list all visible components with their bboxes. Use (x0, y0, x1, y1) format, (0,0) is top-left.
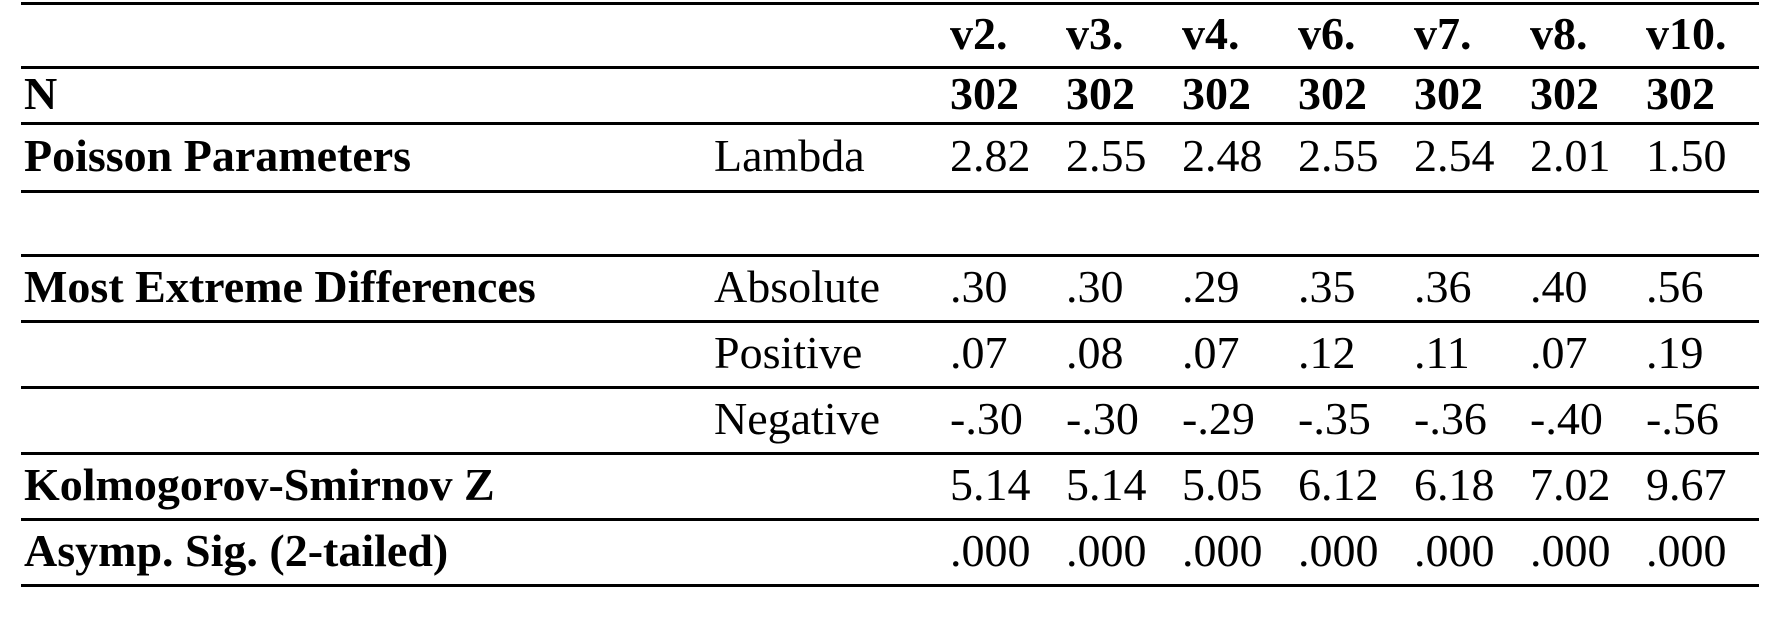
cell-value: 302 (1530, 68, 1599, 120)
row-label: Poisson Parameters (24, 130, 412, 182)
row-sublabel: Positive (714, 327, 863, 379)
cell-value: 6.12 (1298, 459, 1379, 511)
cell-value: -.29 (1182, 393, 1255, 445)
row-sublabel (711, 68, 947, 124)
row-sublabel: Lambda (714, 130, 865, 182)
table-row: Positive .07 .08 .07 .12 .11 .07 .19 (21, 322, 1759, 388)
table-row: Poisson Parameters Lambda 2.82 2.55 2.48 2.55… (21, 124, 1759, 192)
cell-value: 302 (1066, 68, 1135, 120)
cell-value: -.30 (950, 393, 1023, 445)
cell-value: 302 (1646, 68, 1715, 120)
cell-value: .000 (950, 525, 1031, 577)
cell-value (1295, 192, 1411, 256)
row-sublabel: Absolute (714, 261, 881, 313)
cell-value: 2.54 (1414, 130, 1495, 182)
cell-value: .29 (1182, 261, 1240, 313)
cell-value (1527, 192, 1643, 256)
table-body: N 302 302 302 302 302 302 302 Poisson Parameters… (21, 68, 1759, 586)
cell-value: 5.05 (1182, 459, 1263, 511)
cell-value: .19 (1646, 327, 1704, 379)
cell-value: 5.14 (1066, 459, 1147, 511)
column-header: v4. (1182, 8, 1240, 60)
table-row: Most Extreme Differences Absolute .30 .30 .2… (21, 256, 1759, 322)
cell-value: -.35 (1298, 393, 1371, 445)
cell-value: .000 (1530, 525, 1611, 577)
column-header: v6. (1298, 8, 1356, 60)
spacer-row (21, 192, 1759, 256)
row-label (21, 388, 711, 454)
cell-value: .000 (1646, 525, 1727, 577)
cell-value: 2.55 (1066, 130, 1147, 182)
cell-value: .35 (1298, 261, 1356, 313)
row-label: N (24, 68, 58, 120)
cell-value: .07 (950, 327, 1008, 379)
kolmogorov-smirnov-test-table: v2. v3. v4. v6. v7. v8. v10. N 302 302 302 302 302 3… (21, 2, 1759, 587)
header-label-spacer (21, 4, 711, 68)
cell-value: 6.18 (1414, 459, 1495, 511)
cell-value: .000 (1182, 525, 1263, 577)
cell-value: .40 (1530, 261, 1588, 313)
cell-value: 302 (1182, 68, 1251, 120)
cell-value: 5.14 (950, 459, 1031, 511)
cell-value: .12 (1298, 327, 1356, 379)
table-header: v2. v3. v4. v6. v7. v8. v10. (21, 3, 1759, 68)
cell-value: .30 (950, 261, 1008, 313)
row-sublabel (711, 192, 947, 256)
cell-value: 2.55 (1298, 130, 1379, 182)
cell-value: .08 (1066, 327, 1124, 379)
row-sublabel (711, 454, 947, 520)
table-row: Negative -.30 -.30 -.29 -.35 -.36 -.40 -.56 (21, 388, 1759, 454)
cell-value: .56 (1646, 261, 1704, 313)
header-row: v2. v3. v4. v6. v7. v8. v10. (21, 3, 1759, 68)
cell-value (1411, 192, 1527, 256)
cell-value: 7.02 (1530, 459, 1611, 511)
row-label (21, 192, 711, 256)
cell-value: .07 (1182, 327, 1240, 379)
table-row: N 302 302 302 302 302 302 302 (21, 68, 1759, 124)
table-row: Kolmogorov-Smirnov Z 5.14 5.14 5.05 6.12 6.18… (21, 454, 1759, 520)
table-row: Asymp. Sig. (2-tailed) .000 .000 .000 .000 .0… (21, 520, 1759, 586)
cell-value: 302 (1414, 68, 1483, 120)
cell-value: -.36 (1414, 393, 1487, 445)
cell-value: .000 (1414, 525, 1495, 577)
column-header: v10. (1646, 8, 1727, 60)
row-label (21, 322, 711, 388)
cell-value (1179, 192, 1295, 256)
header-sublabel-spacer (711, 4, 947, 68)
cell-value: .07 (1530, 327, 1588, 379)
cell-value: .000 (1066, 525, 1147, 577)
cell-value: -.40 (1530, 393, 1603, 445)
cell-value: 2.48 (1182, 130, 1263, 182)
cell-value: 2.01 (1530, 130, 1611, 182)
cell-value: 9.67 (1646, 459, 1727, 511)
row-sublabel: Negative (714, 393, 881, 445)
cell-value: .30 (1066, 261, 1124, 313)
cell-value: 2.82 (950, 130, 1031, 182)
cell-value: 1.50 (1646, 130, 1727, 182)
column-header: v3. (1066, 8, 1124, 60)
cell-value: .000 (1298, 525, 1379, 577)
column-header: v8. (1530, 8, 1588, 60)
cell-value (1063, 192, 1179, 256)
table-container: v2. v3. v4. v6. v7. v8. v10. N 302 302 302 302 302 3… (21, 2, 1759, 587)
row-label: Most Extreme Differences (24, 261, 536, 313)
column-header: v7. (1414, 8, 1472, 60)
cell-value: 302 (950, 68, 1019, 120)
cell-value: -.56 (1646, 393, 1719, 445)
row-sublabel (711, 520, 947, 586)
column-header: v2. (950, 8, 1008, 60)
cell-value: -.30 (1066, 393, 1139, 445)
cell-value: 302 (1298, 68, 1367, 120)
cell-value: .11 (1414, 327, 1470, 379)
row-label: Asymp. Sig. (2-tailed) (24, 525, 449, 577)
row-label: Kolmogorov-Smirnov Z (24, 459, 495, 511)
cell-value (1643, 192, 1759, 256)
cell-value: .36 (1414, 261, 1472, 313)
cell-value (947, 192, 1063, 256)
